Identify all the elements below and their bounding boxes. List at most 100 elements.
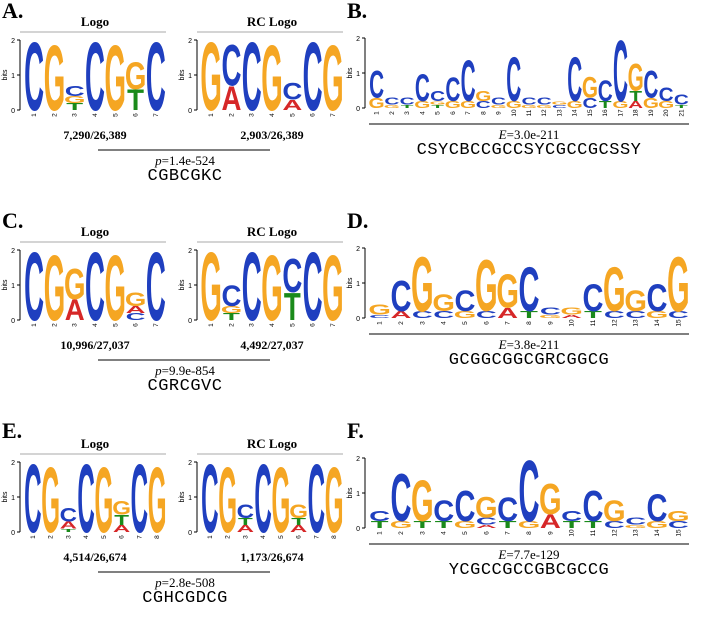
consensus-sequence: CGRCGVC (147, 377, 223, 396)
panel-label: A. (2, 0, 24, 23)
logo-letter-G: G (521, 104, 537, 109)
x-tick-label: 5 (289, 323, 296, 327)
x-tick-label: 2 (51, 113, 58, 117)
logo-letter-G: G (445, 100, 461, 111)
y-tick-label: 1 (356, 71, 360, 78)
logo-letter-G: G (567, 100, 583, 111)
y-axis-label: bits (2, 491, 9, 502)
x-tick-label: 4 (269, 113, 276, 117)
x-tick-label: 5 (112, 323, 119, 327)
y-tick-label: 2 (11, 248, 15, 255)
logo-letter-T: T (520, 309, 538, 320)
logo-letter-T: T (238, 516, 254, 527)
logo-letter-C: C (430, 88, 445, 104)
x-tick-label: 3 (242, 535, 249, 539)
x-tick-label: 15 (675, 529, 682, 537)
logo-letter-C: C (237, 500, 255, 522)
x-tick-label: 2 (51, 323, 58, 327)
logo-letter-C: C (24, 446, 41, 554)
x-tick-label: 14 (654, 319, 661, 327)
logo-letter-C: C (583, 481, 604, 530)
e-value: E=3.8e-211 (369, 337, 689, 353)
logo-letter-C: C (659, 85, 674, 106)
logo-letter-C: C (146, 23, 166, 132)
logo-letter-C: C (522, 96, 537, 107)
logo-plot: 012bitsCG1AC2CG3CG4GC5CG6AG7TC8GC9AG10TC… (347, 242, 690, 328)
logo-letter-A: A (282, 97, 302, 114)
logo-plot: 012bitsGC1GC2TC3GC4TGC5GC6GC7CG8GC9GC10G… (347, 23, 689, 121)
x-tick-label: 7 (465, 111, 472, 115)
site-count-rc: 4,492/27,037 (240, 338, 304, 352)
stat-value: =3.8e-211 (506, 337, 560, 352)
x-tick-label: 20 (663, 109, 670, 117)
logo-letter-C: C (604, 519, 625, 530)
y-tick-label: 2 (356, 246, 360, 253)
logo-letter-A: A (60, 520, 77, 531)
logo-letter-C: C (613, 23, 628, 121)
logo-letter-G: G (539, 474, 562, 523)
x-tick-label: 3 (249, 323, 256, 327)
y-tick-label: 1 (356, 491, 360, 498)
panel-B: B. 0 1 2 bits G C 1 G C 2 T C 3 G C 4 T G C 5 G C 6 G C 7 C G 8 G C 9 G C 1… (345, 0, 705, 200)
x-tick-label: 8 (526, 321, 533, 325)
x-tick-label: 8 (331, 535, 338, 539)
x-tick-label: 6 (133, 113, 140, 117)
rc-logo-title: RC Logo (246, 224, 298, 239)
panel-E: E. 0 1 2 bits C 1 G 2 T A C 3 C 4 G 5 A T G 6 C 7 G 8 0 1 2 bits C 1 G 2… (0, 418, 360, 620)
logo-letter-C: C (540, 306, 561, 317)
x-tick-label: 1 (208, 323, 215, 327)
x-tick-label: 8 (154, 535, 161, 539)
x-tick-label: 3 (419, 321, 426, 325)
panel-label: D. (347, 208, 369, 233)
logo-letter-A: A (540, 511, 561, 532)
x-tick-label: 6 (119, 535, 126, 539)
logo-letter-C: C (85, 23, 105, 132)
x-tick-label: 2 (398, 531, 405, 535)
logo-letter-C: C (369, 63, 384, 107)
y-axis-label: bits (347, 277, 354, 288)
logo-letter-C: C (506, 43, 521, 114)
x-tick-label: 7 (330, 323, 337, 327)
logo-letter-G: G (390, 519, 413, 530)
logo-letter-G: G (475, 245, 498, 326)
logo-letter-T: T (431, 104, 445, 109)
logo-letter-C: C (60, 504, 78, 526)
x-tick-label: 14 (572, 109, 579, 117)
y-tick-label: 2 (188, 460, 192, 467)
y-tick-label: 1 (11, 73, 15, 80)
logo-letter-G: G (414, 100, 430, 111)
site-count-logo: 10,996/27,037 (60, 338, 130, 352)
logo-letter-G: G (628, 56, 644, 100)
logo-letter-A: A (290, 523, 307, 534)
logo-letter-T: T (127, 84, 145, 117)
logo-letter-G: G (496, 265, 519, 318)
site-count-logo: 4,514/26,674 (63, 550, 127, 564)
logo-letter-G: G (271, 450, 290, 553)
y-tick-label: 1 (356, 281, 360, 288)
logo-letter-G: G (536, 104, 552, 109)
logo-letter-G: G (289, 500, 308, 522)
logo-title: Logo (80, 14, 110, 29)
logo-letter-T: T (284, 285, 301, 329)
x-tick-label: 1 (207, 535, 214, 539)
x-tick-label: 9 (496, 111, 503, 115)
x-tick-label: 8 (480, 111, 487, 115)
logo-letter-G: G (200, 233, 221, 342)
y-axis-label: bits (347, 487, 354, 498)
logo-letter-T: T (599, 100, 612, 111)
logo-letter-G: G (411, 468, 434, 534)
x-tick-label: 3 (249, 113, 256, 117)
logo-letter-G: G (432, 289, 455, 316)
x-tick-label: 4 (92, 323, 99, 327)
y-tick-label: 0 (356, 526, 360, 533)
x-tick-label: 4 (441, 321, 448, 325)
x-tick-label: 10 (569, 319, 576, 327)
x-tick-label: 12 (611, 529, 618, 537)
logo-letter-G: G (411, 242, 434, 328)
panel-C: C. 0 1 2 bits C 1 G 2 A G 3 C 4 G 5 C A G 6 C 7 0 1 2 bits G 1 T G C 2 C… (0, 208, 360, 410)
logo-letter-C: C (582, 95, 597, 111)
logo-letter-G: G (44, 237, 65, 340)
logo-letter-T: T (584, 309, 602, 320)
logo-letter-C: C (308, 446, 325, 554)
